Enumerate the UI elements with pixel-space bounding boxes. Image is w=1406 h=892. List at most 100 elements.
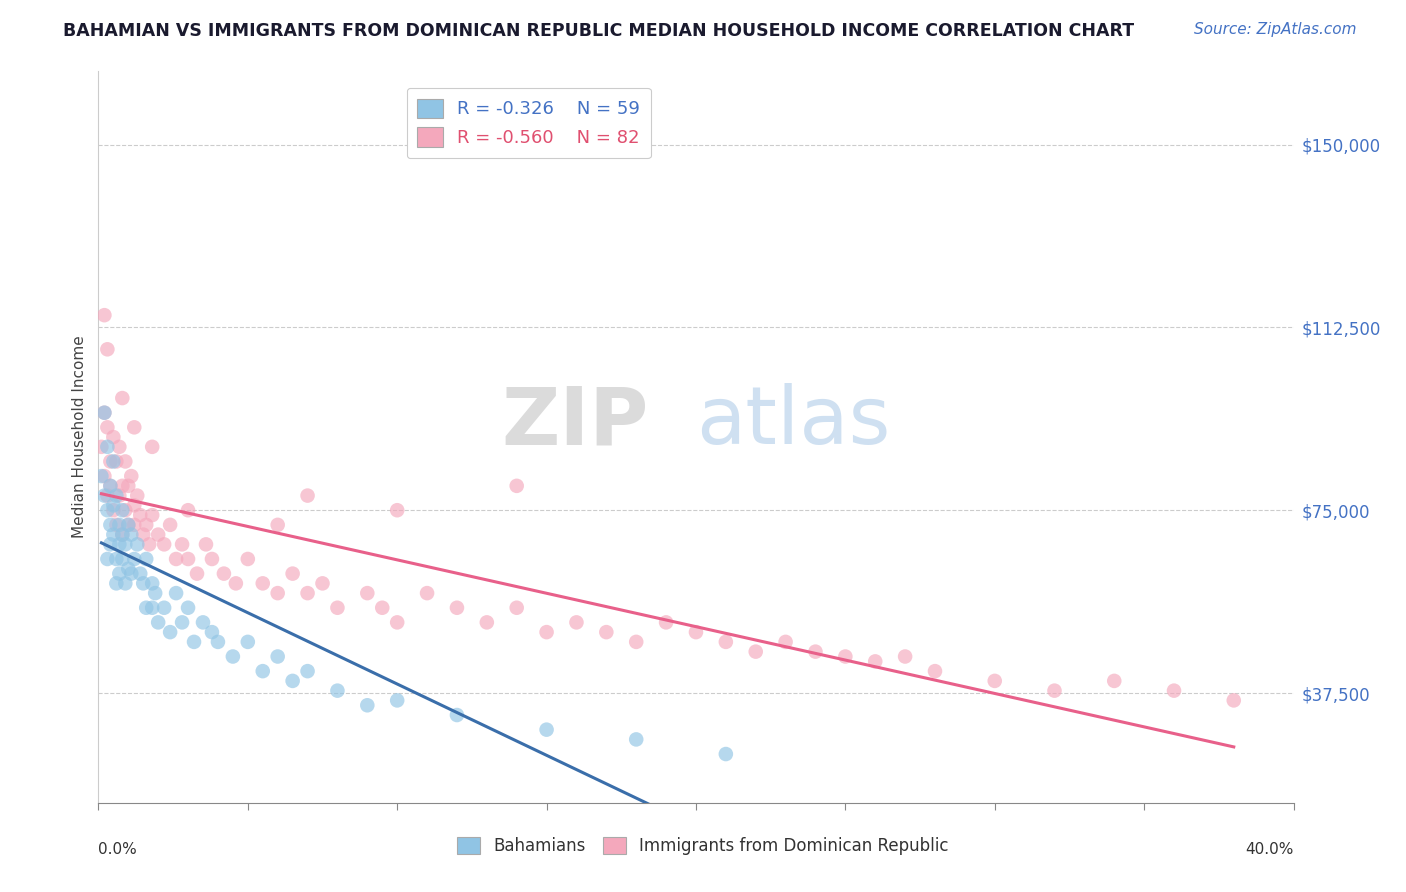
Point <box>894 649 917 664</box>
Legend: R = -0.326    N = 59, R = -0.560    N = 82: R = -0.326 N = 59, R = -0.560 N = 82 <box>406 87 651 158</box>
Point <box>90 469 112 483</box>
Point <box>446 600 468 615</box>
Point <box>117 562 139 576</box>
Point <box>93 406 115 420</box>
Point <box>111 527 134 541</box>
Point <box>124 420 146 434</box>
Point <box>120 566 142 581</box>
Point <box>165 552 187 566</box>
Point <box>96 503 118 517</box>
Point <box>212 566 235 581</box>
Point <box>132 527 155 541</box>
Point <box>1223 693 1246 707</box>
Point <box>356 698 378 713</box>
Point <box>103 527 125 541</box>
Point <box>114 576 136 591</box>
Point <box>105 454 128 468</box>
Point <box>141 600 163 615</box>
Point <box>311 576 333 591</box>
Point <box>105 489 128 503</box>
Point <box>281 566 304 581</box>
Point <box>371 600 394 615</box>
Text: 40.0%: 40.0% <box>1246 842 1294 857</box>
Point <box>105 576 128 591</box>
Point <box>108 517 131 532</box>
Point <box>201 625 224 640</box>
Point <box>90 440 112 454</box>
Point <box>865 654 887 668</box>
Point <box>536 625 558 640</box>
Point <box>1043 683 1066 698</box>
Point <box>326 600 349 615</box>
Point <box>655 615 678 630</box>
Point <box>297 586 319 600</box>
Point <box>148 527 170 541</box>
Point <box>114 503 136 517</box>
Point <box>114 537 136 551</box>
Point <box>98 537 122 551</box>
Point <box>416 586 439 600</box>
Point <box>385 693 409 707</box>
Point <box>96 489 118 503</box>
Legend: Bahamians, Immigrants from Dominican Republic: Bahamians, Immigrants from Dominican Rep… <box>450 830 956 862</box>
Point <box>93 469 115 483</box>
Point <box>191 615 214 630</box>
Point <box>98 479 122 493</box>
Point <box>356 586 378 600</box>
Point <box>1163 683 1185 698</box>
Point <box>96 343 118 357</box>
Point <box>103 454 125 468</box>
Point <box>281 673 304 688</box>
Point <box>177 503 200 517</box>
Point <box>135 600 157 615</box>
Point <box>124 499 146 513</box>
Point <box>745 645 768 659</box>
Point <box>117 517 139 532</box>
Point <box>924 664 946 678</box>
Point <box>111 552 134 566</box>
Point <box>804 645 827 659</box>
Point <box>111 391 134 405</box>
Point <box>177 552 200 566</box>
Point <box>141 576 163 591</box>
Point <box>172 537 194 551</box>
Point <box>506 600 529 615</box>
Point <box>297 664 319 678</box>
Point <box>127 489 149 503</box>
Point <box>117 517 139 532</box>
Point <box>183 635 205 649</box>
Point <box>385 503 409 517</box>
Point <box>326 683 349 698</box>
Point <box>138 537 160 551</box>
Point <box>267 586 290 600</box>
Point <box>159 625 181 640</box>
Point <box>297 489 319 503</box>
Point <box>141 508 163 522</box>
Point <box>108 489 131 503</box>
Point <box>135 517 157 532</box>
Point <box>236 552 259 566</box>
Point <box>105 552 128 566</box>
Point <box>714 635 737 649</box>
Point <box>98 479 122 493</box>
Point <box>103 430 125 444</box>
Point <box>96 552 118 566</box>
Point <box>201 552 224 566</box>
Point <box>93 308 115 322</box>
Point <box>111 527 134 541</box>
Text: BAHAMIAN VS IMMIGRANTS FROM DOMINICAN REPUBLIC MEDIAN HOUSEHOLD INCOME CORRELATI: BAHAMIAN VS IMMIGRANTS FROM DOMINICAN RE… <box>63 22 1135 40</box>
Point <box>595 625 617 640</box>
Point <box>252 576 274 591</box>
Point <box>108 566 131 581</box>
Point <box>446 708 468 723</box>
Point <box>148 615 170 630</box>
Point <box>475 615 498 630</box>
Point <box>177 600 200 615</box>
Text: 0.0%: 0.0% <box>98 842 138 857</box>
Point <box>159 517 181 532</box>
Point <box>114 454 136 468</box>
Point <box>96 420 118 434</box>
Point <box>93 489 115 503</box>
Point <box>172 615 194 630</box>
Point <box>135 552 157 566</box>
